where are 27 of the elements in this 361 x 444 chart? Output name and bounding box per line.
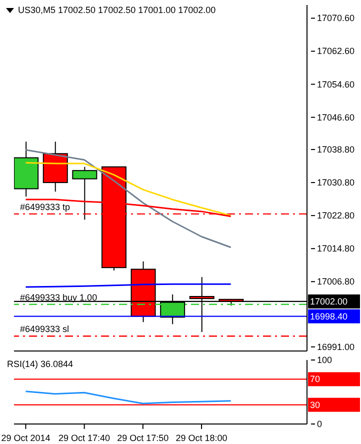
ref-line-label: 30: [310, 400, 320, 410]
y-tick-label: 17046.60: [317, 112, 355, 122]
y-tick-label: 17014.80: [317, 244, 355, 254]
y-tick-label: 17054.60: [317, 79, 355, 90]
y-tick-label: 100: [317, 355, 332, 365]
x-tick-label: 29 Oct 18:00: [176, 433, 228, 443]
y-tick-label: 17022.80: [317, 210, 355, 221]
x-tick-label: 29 Oct 17:50: [117, 433, 169, 443]
y-tick-label: 0: [317, 419, 322, 429]
y-tick-label: 17038.80: [317, 144, 355, 155]
ref-line-label: #6499333 tp: [20, 202, 70, 212]
y-tick-label: 17030.80: [317, 178, 355, 188]
chart-title: RSI(14) 36.0844: [7, 359, 74, 369]
y-tick-label: 16991.00: [317, 342, 355, 352]
y-tick-label: 17062.60: [317, 46, 355, 56]
candlestick: [72, 166, 98, 220]
chart-title: US30,M5 17002.50 17002.50 17001.00 17002.00: [18, 5, 216, 15]
ref-line-label: 16998.40: [310, 311, 348, 322]
ref-line-label: #6499333 buy 1.00: [20, 292, 98, 302]
ref-line-label: 17002.00: [310, 296, 348, 306]
x-tick-label: 29 Oct 17:40: [58, 433, 110, 443]
y-tick-label: 17070.60: [317, 13, 355, 24]
line-series: [24, 390, 232, 404]
x-tick-label: 29 Oct 2014: [1, 433, 50, 443]
ref-line-label: #6499333 sl: [20, 324, 70, 334]
y-tick-label: 17006.80: [317, 276, 355, 287]
ref-line-label: 70: [310, 374, 320, 384]
